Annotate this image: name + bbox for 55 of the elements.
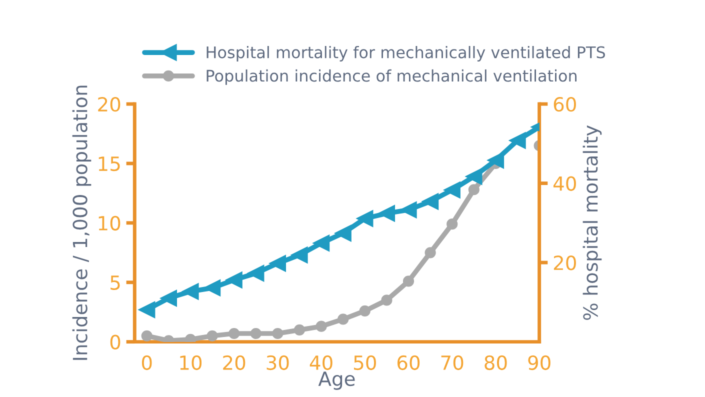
x-tick-label: 60: [397, 355, 420, 370]
point: [446, 218, 458, 230]
y2-tick-label: 20: [554, 256, 576, 270]
y2-tick-label: 40: [553, 176, 576, 191]
point: [141, 330, 152, 342]
point: [444, 182, 460, 198]
point: [291, 246, 308, 264]
point: [138, 301, 156, 318]
point: [294, 324, 306, 336]
y-tick-label: 15: [98, 156, 120, 172]
point: [466, 168, 482, 185]
point: [402, 276, 414, 287]
point: [378, 205, 396, 222]
x-tick-label: 70: [441, 355, 464, 370]
point: [269, 255, 286, 272]
point: [424, 247, 436, 258]
point: [204, 280, 221, 296]
point: [356, 210, 374, 227]
point: [400, 202, 417, 218]
x-tick-label: 30: [266, 355, 289, 370]
point: [381, 294, 392, 306]
x-tick-label: 90: [528, 355, 550, 370]
y-tick-label: 0: [110, 334, 120, 350]
x-tick-label: 40: [310, 355, 332, 370]
x-tick-label: 10: [180, 355, 202, 370]
point: [226, 272, 242, 288]
x-tick-label: 80: [484, 355, 507, 370]
point: [182, 283, 199, 300]
y-tick-label: 5: [110, 276, 120, 290]
point: [206, 330, 218, 342]
point: [338, 314, 349, 325]
x-tick-label: 0: [142, 355, 152, 370]
point: [312, 234, 330, 252]
point: [422, 193, 439, 210]
y-tick-label: 20: [98, 96, 120, 112]
point: [160, 290, 177, 307]
x-axis-title: Age: [318, 372, 355, 390]
y-tick-label: 10: [98, 216, 120, 231]
point: [487, 152, 504, 169]
point: [359, 305, 370, 316]
point: [228, 328, 240, 340]
y2-axis-title: % hospital mortality: [582, 125, 602, 320]
point: [316, 320, 327, 332]
y-axis-title: Incidence / 1,000 population: [72, 86, 92, 360]
x-tick-label: 20: [223, 355, 246, 370]
point: [509, 132, 526, 149]
x-tick-label: 50: [354, 355, 376, 370]
legend-label: Population incidence of mechanical ventilation: [206, 69, 577, 85]
point: [248, 264, 264, 282]
y2-tick-label: 60: [554, 96, 576, 112]
point: [334, 224, 352, 242]
legend-label: Hospital mortality for mechanically ventilated PTS: [206, 46, 605, 62]
point: [250, 328, 262, 340]
point: [468, 184, 480, 196]
point: [272, 328, 284, 340]
